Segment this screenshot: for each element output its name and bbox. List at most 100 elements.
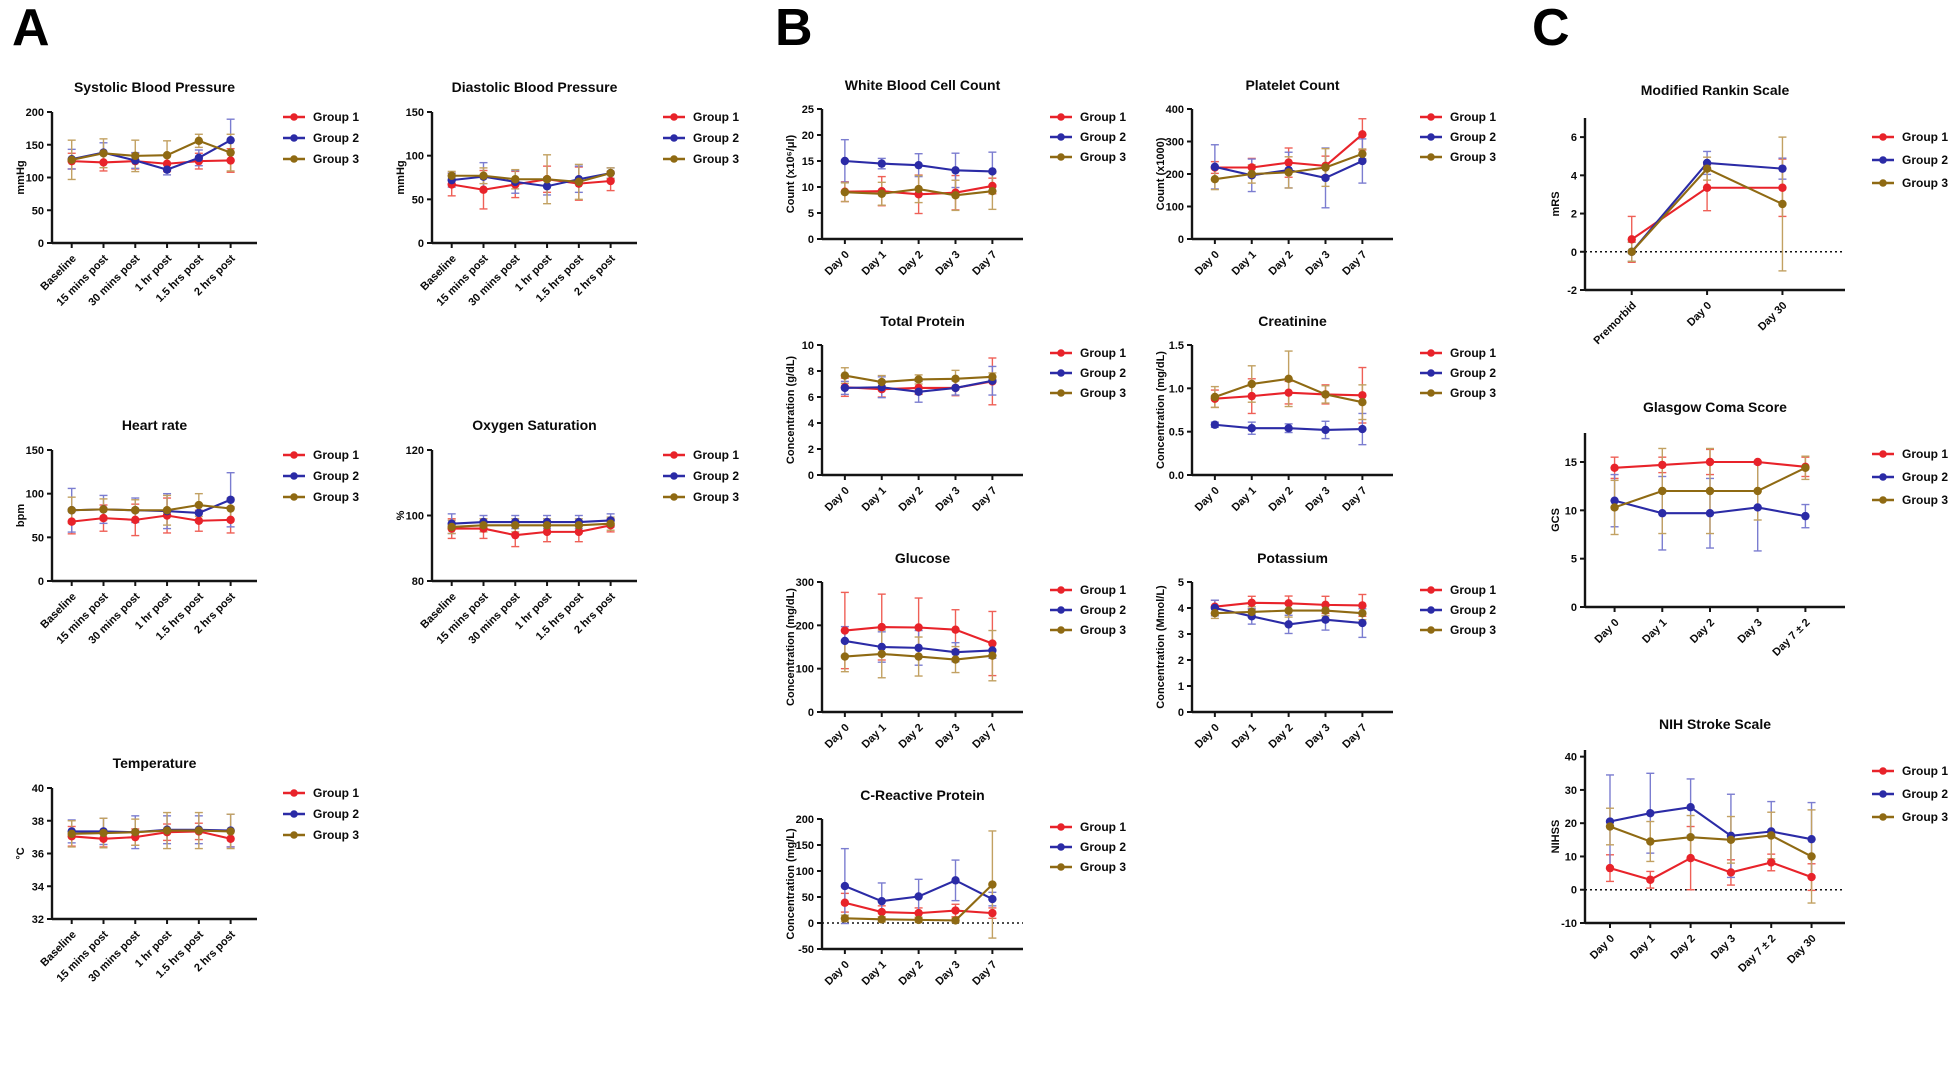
data-point (1284, 606, 1293, 615)
legend-label: Group 2 (313, 807, 359, 821)
data-point (840, 881, 850, 891)
legend-label: Group 2 (1080, 603, 1126, 617)
legend-label: Group 2 (1902, 153, 1948, 167)
x-tick-label: Day 0 (823, 722, 852, 751)
data-point (1247, 424, 1256, 433)
x-tick-label: Day 0 (1592, 617, 1621, 646)
x-tick-label: Day 2 (1668, 933, 1697, 962)
data-point (1321, 390, 1330, 399)
data-point (542, 182, 552, 191)
chart-temperature: Temperature 32 34 36 38 40 Baseline 15 mins pos… (8, 746, 388, 1081)
data-point (1767, 858, 1776, 867)
y-axis-label: Concentration (mg/L) (785, 828, 797, 940)
y-axis-label: mmHg (15, 160, 27, 194)
series-line (451, 524, 611, 537)
data-point (951, 191, 960, 200)
chart-c-reactive-protein: C-Reactive Protein -50 0 50 100 150 200 Day 0 Da… (782, 780, 1152, 1018)
data-point (226, 495, 235, 504)
legend-marker (1057, 369, 1065, 377)
legend-label: Group 1 (693, 448, 739, 462)
data-point (1210, 420, 1220, 429)
chart-title: Modified Rankin Scale (1641, 82, 1790, 98)
data-point (606, 519, 615, 528)
data-point (1646, 809, 1655, 818)
data-point (988, 894, 997, 904)
data-point (574, 521, 584, 530)
x-tick-label: Day 2 (897, 722, 926, 751)
data-point (1358, 130, 1367, 139)
data-point (226, 504, 235, 513)
legend-marker (1427, 349, 1435, 357)
chart-total-protein: Total Protein 0 2 4 6 8 10 Day 0 Day 1 Day 2 Day 3… (782, 306, 1152, 544)
data-point (1778, 183, 1787, 192)
x-tick-label: Day 0 (823, 959, 852, 988)
y-tick-label: 0 (38, 238, 44, 250)
y-tick-label: 1.0 (1169, 383, 1184, 395)
data-point (1705, 486, 1715, 496)
x-tick-label: Day 2 (897, 959, 926, 988)
series-line (71, 830, 231, 840)
y-tick-label: 25 (802, 104, 814, 116)
data-point (1753, 486, 1762, 496)
data-point (840, 371, 850, 380)
data-point (226, 827, 235, 836)
data-point (1247, 163, 1256, 172)
legend-marker (1057, 823, 1065, 831)
data-point (511, 175, 520, 184)
legend-label: Group 3 (1080, 623, 1126, 637)
legend-label: Group 1 (1450, 110, 1496, 124)
data-point (226, 834, 235, 843)
data-point (67, 155, 76, 165)
chart-oxygen-saturation: Oxygen Saturation 80 100 120 Baseline 15 mins… (388, 408, 768, 743)
series-line (451, 172, 611, 183)
data-point (99, 505, 108, 514)
legend-label: Group 3 (1902, 493, 1948, 507)
data-point (1247, 607, 1256, 617)
y-axis-label: mRS (1550, 191, 1562, 216)
y-tick-label: 20 (802, 130, 814, 142)
legend-label: Group 2 (1080, 840, 1126, 854)
y-tick-label: 0.0 (1169, 470, 1184, 482)
data-point (574, 177, 584, 187)
x-tick-label: Day 1 (860, 485, 889, 514)
legend-marker (1057, 843, 1065, 851)
y-tick-label: 200 (796, 620, 814, 632)
data-point (914, 908, 923, 918)
x-tick-label: Day 7 (1340, 249, 1369, 278)
data-point (1321, 615, 1330, 624)
data-point (1753, 457, 1762, 467)
data-point (1358, 149, 1367, 159)
chart-title: Creatinine (1258, 313, 1327, 329)
panel-label-c: C (1532, 0, 1570, 57)
x-tick-label: Day 1 (860, 249, 889, 278)
data-point (1247, 391, 1256, 401)
y-axis-label: Concentration (mg/dL) (1155, 351, 1167, 469)
y-tick-label: 400 (1166, 104, 1184, 116)
data-point (194, 136, 204, 146)
y-tick-label: 200 (796, 814, 814, 826)
y-tick-label: 5 (1571, 554, 1577, 566)
legend-marker (1879, 473, 1887, 481)
legend-marker (1057, 863, 1065, 871)
x-tick-label: Day 7 ± 2 (1736, 933, 1778, 975)
y-tick-label: 150 (796, 840, 814, 852)
chart-diastolic-blood-pressure: Diastolic Blood Pressure 0 50 100 150 Baselin… (388, 70, 768, 405)
legend-label: Group 1 (1080, 583, 1126, 597)
data-point (914, 623, 923, 632)
y-tick-label: 10 (802, 340, 814, 352)
data-point (194, 508, 204, 518)
x-tick-label: Day 30 (1785, 933, 1819, 967)
x-tick-label: Day 3 (933, 959, 962, 988)
data-point (1247, 169, 1256, 179)
series-line (451, 178, 611, 191)
series-line (71, 514, 231, 523)
legend-label: Group 1 (1450, 346, 1496, 360)
data-point (951, 876, 960, 885)
legend-marker (1879, 790, 1887, 798)
data-point (479, 171, 488, 180)
data-point (914, 915, 923, 925)
mrs-plot: Modified Rankin Scale -2 0 2 4 6 Premorbid Day … (1550, 82, 1948, 347)
x-tick-label: Day 1 (1628, 933, 1657, 962)
legend-marker (1879, 767, 1887, 775)
